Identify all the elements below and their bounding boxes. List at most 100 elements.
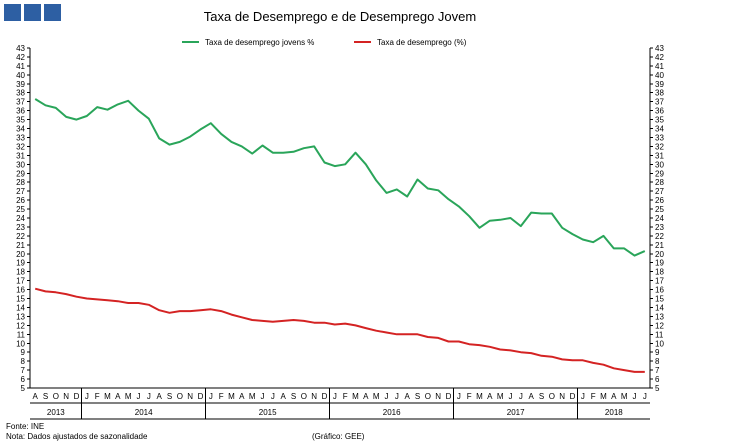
x-tick-label: J bbox=[209, 392, 213, 401]
y-tick-label-left: 33 bbox=[16, 133, 25, 142]
y-tick-label-right: 23 bbox=[655, 223, 664, 232]
y-tick-label-left: 12 bbox=[16, 321, 25, 330]
y-tick-label-right: 26 bbox=[655, 196, 664, 205]
y-tick-label-right: 39 bbox=[655, 80, 664, 89]
x-tick-label: A bbox=[611, 392, 617, 401]
x-tick-label: A bbox=[280, 392, 286, 401]
axes bbox=[27, 47, 653, 420]
y-tick-label-left: 21 bbox=[16, 241, 25, 250]
y-tick-label-left: 19 bbox=[16, 259, 25, 268]
x-tick-label: M bbox=[600, 392, 607, 401]
y-tick-label-left: 29 bbox=[16, 169, 25, 178]
y-tick-label-right: 43 bbox=[655, 44, 664, 53]
y-tick-label-left: 17 bbox=[16, 277, 25, 286]
y-tick-label-right: 17 bbox=[655, 277, 664, 286]
y-tick-label-left: 39 bbox=[16, 80, 25, 89]
y-tick-label-right: 25 bbox=[655, 205, 664, 214]
x-tick-label: J bbox=[147, 392, 151, 401]
y-tick-label-right: 12 bbox=[655, 321, 664, 330]
y-tick-label-right: 21 bbox=[655, 241, 664, 250]
y-tick-label-left: 13 bbox=[16, 312, 25, 321]
x-tick-label: J bbox=[643, 392, 647, 401]
y-tick-label-left: 42 bbox=[16, 53, 25, 62]
y-tick-label-right: 15 bbox=[655, 295, 664, 304]
y-tick-label-left: 22 bbox=[16, 232, 25, 241]
logo-block-2 bbox=[24, 4, 41, 21]
x-tick-label: A bbox=[32, 392, 38, 401]
y-tick-label-left: 30 bbox=[16, 160, 25, 169]
year-label: 2014 bbox=[135, 408, 153, 417]
y-tick-label-right: 9 bbox=[655, 348, 660, 357]
x-tick-label: S bbox=[167, 392, 172, 401]
x-tick-label: A bbox=[487, 392, 493, 401]
x-tick-label: D bbox=[570, 392, 576, 401]
x-tick-label: J bbox=[271, 392, 275, 401]
logo bbox=[4, 4, 61, 21]
x-tick-label: S bbox=[43, 392, 48, 401]
x-tick-label: O bbox=[301, 392, 307, 401]
x-tick-label: A bbox=[156, 392, 162, 401]
y-tick-label-right: 7 bbox=[655, 366, 660, 375]
y-tick-label-left: 15 bbox=[16, 295, 25, 304]
x-tick-label: O bbox=[53, 392, 59, 401]
x-tick-label: D bbox=[322, 392, 328, 401]
y-tick-label-left: 38 bbox=[16, 89, 25, 98]
chart-credit: (Gráfico: GEE) bbox=[312, 432, 365, 441]
x-tick-label: M bbox=[104, 392, 111, 401]
year-label: 2015 bbox=[259, 408, 277, 417]
x-tick-label: O bbox=[549, 392, 555, 401]
x-tick-label: F bbox=[219, 392, 224, 401]
x-tick-label: O bbox=[425, 392, 431, 401]
x-tick-label: J bbox=[385, 392, 389, 401]
y-tick-label-right: 33 bbox=[655, 133, 664, 142]
y-tick-label-left: 43 bbox=[16, 44, 25, 53]
y-tick-label-left: 20 bbox=[16, 250, 25, 259]
chart-title: Taxa de Desemprego e de Desemprego Jovem bbox=[204, 9, 476, 24]
y-tick-label-right: 29 bbox=[655, 169, 664, 178]
x-tick-label: A bbox=[239, 392, 245, 401]
legend: Taxa de desemprego jovens % Taxa de dese… bbox=[182, 38, 467, 47]
x-tick-label: N bbox=[63, 392, 69, 401]
seasonal-note: Nota: Dados ajustados de sazonalidade bbox=[6, 432, 148, 441]
x-tick-label: D bbox=[74, 392, 80, 401]
y-tick-label-right: 37 bbox=[655, 98, 664, 107]
series-line-youth bbox=[34, 98, 646, 257]
x-tick-label: J bbox=[261, 392, 265, 401]
y-tick-label-left: 40 bbox=[16, 71, 25, 80]
y-tick-label-right: 22 bbox=[655, 232, 664, 241]
year-label: 2017 bbox=[507, 408, 525, 417]
y-tick-label-right: 28 bbox=[655, 178, 664, 187]
y-tick-label-left: 18 bbox=[16, 268, 25, 277]
legend-label-youth: Taxa de desemprego jovens % bbox=[205, 38, 314, 47]
year-label: 2018 bbox=[605, 408, 623, 417]
y-tick-label-right: 40 bbox=[655, 71, 664, 80]
x-tick-label: J bbox=[509, 392, 513, 401]
y-tick-label-left: 11 bbox=[17, 330, 26, 339]
x-tick-label: O bbox=[177, 392, 183, 401]
year-label: 2013 bbox=[47, 408, 65, 417]
logo-block-1 bbox=[4, 4, 21, 21]
x-tick-label: A bbox=[363, 392, 369, 401]
x-tick-label: N bbox=[559, 392, 565, 401]
x-tick-label: J bbox=[85, 392, 89, 401]
y-tick-label-left: 26 bbox=[16, 196, 25, 205]
y-tick-label-right: 41 bbox=[655, 62, 664, 71]
y-tick-label-left: 14 bbox=[16, 303, 25, 312]
y-tick-label-right: 5 bbox=[655, 384, 660, 393]
y-tick-label-right: 16 bbox=[655, 286, 664, 295]
logo-block-3 bbox=[44, 4, 61, 21]
series-lines bbox=[34, 98, 646, 373]
y-tick-label-left: 36 bbox=[16, 107, 25, 116]
y-tick-label-right: 10 bbox=[655, 339, 664, 348]
x-tick-label: M bbox=[476, 392, 483, 401]
y-tick-label-left: 25 bbox=[16, 205, 25, 214]
y-tick-label-left: 32 bbox=[16, 142, 25, 151]
x-tick-label: M bbox=[621, 392, 628, 401]
x-tick-label: N bbox=[311, 392, 317, 401]
y-tick-label-right: 34 bbox=[655, 125, 664, 134]
x-tick-label: F bbox=[591, 392, 596, 401]
x-tick-label: J bbox=[333, 392, 337, 401]
y-tick-label-left: 7 bbox=[21, 366, 26, 375]
y-tick-label-right: 38 bbox=[655, 89, 664, 98]
